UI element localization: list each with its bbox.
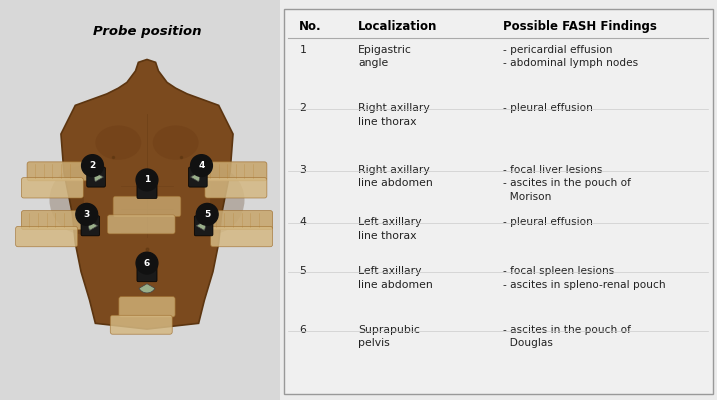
Text: - pleural effusion: - pleural effusion <box>503 217 592 227</box>
Text: 5: 5 <box>299 266 306 276</box>
Text: - pericardial effusion
- abdominal lymph nodes: - pericardial effusion - abdominal lymph… <box>503 45 638 68</box>
FancyBboxPatch shape <box>108 215 175 234</box>
FancyBboxPatch shape <box>205 211 272 230</box>
Text: 3: 3 <box>299 165 306 175</box>
Text: Suprapubic
pelvis: Suprapubic pelvis <box>358 325 420 348</box>
FancyBboxPatch shape <box>81 216 100 236</box>
FancyBboxPatch shape <box>189 167 207 187</box>
Text: Right axillary
line abdomen: Right axillary line abdomen <box>358 165 433 188</box>
Circle shape <box>76 204 98 225</box>
Text: 2: 2 <box>90 161 95 170</box>
Wedge shape <box>139 174 155 183</box>
Text: - pleural effusion: - pleural effusion <box>503 103 592 113</box>
FancyBboxPatch shape <box>137 264 157 282</box>
FancyBboxPatch shape <box>110 315 172 334</box>
Circle shape <box>136 252 158 274</box>
Text: Localization: Localization <box>358 20 438 33</box>
FancyBboxPatch shape <box>16 226 77 247</box>
Text: 5: 5 <box>204 210 210 219</box>
Text: 2: 2 <box>299 103 306 113</box>
FancyBboxPatch shape <box>87 167 105 187</box>
Text: 1: 1 <box>144 176 150 184</box>
Circle shape <box>196 204 218 225</box>
Text: Epigastric
angle: Epigastric angle <box>358 45 412 68</box>
Wedge shape <box>210 166 244 234</box>
FancyBboxPatch shape <box>211 226 272 247</box>
Text: 1: 1 <box>299 45 306 55</box>
Text: Right axillary
line thorax: Right axillary line thorax <box>358 103 430 127</box>
FancyBboxPatch shape <box>27 162 95 181</box>
Text: No.: No. <box>299 20 322 33</box>
Wedge shape <box>94 172 103 182</box>
Ellipse shape <box>153 126 199 160</box>
Text: - focal spleen lesions
- ascites in spleno-renal pouch: - focal spleen lesions - ascites in sple… <box>503 266 665 290</box>
Wedge shape <box>196 221 206 230</box>
Text: Probe position: Probe position <box>92 25 201 38</box>
Text: Possible FASH Findings: Possible FASH Findings <box>503 20 657 33</box>
Wedge shape <box>88 221 98 230</box>
Text: 3: 3 <box>84 210 90 219</box>
Circle shape <box>191 155 212 176</box>
PathPatch shape <box>61 60 233 329</box>
Text: Left axillary
line thorax: Left axillary line thorax <box>358 217 422 240</box>
Text: Left axillary
line abdomen: Left axillary line abdomen <box>358 266 433 290</box>
Circle shape <box>136 169 158 191</box>
FancyBboxPatch shape <box>194 216 213 236</box>
FancyBboxPatch shape <box>113 196 181 217</box>
FancyBboxPatch shape <box>22 211 89 230</box>
Wedge shape <box>191 172 200 182</box>
Text: 6: 6 <box>299 325 306 335</box>
FancyBboxPatch shape <box>137 181 157 198</box>
Text: 4: 4 <box>299 217 306 227</box>
Ellipse shape <box>95 126 141 160</box>
FancyBboxPatch shape <box>205 178 267 198</box>
Wedge shape <box>49 166 84 234</box>
Wedge shape <box>139 284 155 293</box>
Text: 6: 6 <box>144 258 150 268</box>
FancyBboxPatch shape <box>199 162 267 181</box>
FancyBboxPatch shape <box>22 178 83 198</box>
Text: - focal liver lesions
- ascites in the pouch of
  Morison: - focal liver lesions - ascites in the p… <box>503 165 630 202</box>
FancyBboxPatch shape <box>119 297 175 317</box>
Circle shape <box>82 155 103 176</box>
Text: - ascites in the pouch of
  Douglas: - ascites in the pouch of Douglas <box>503 325 630 348</box>
Text: 4: 4 <box>199 161 204 170</box>
